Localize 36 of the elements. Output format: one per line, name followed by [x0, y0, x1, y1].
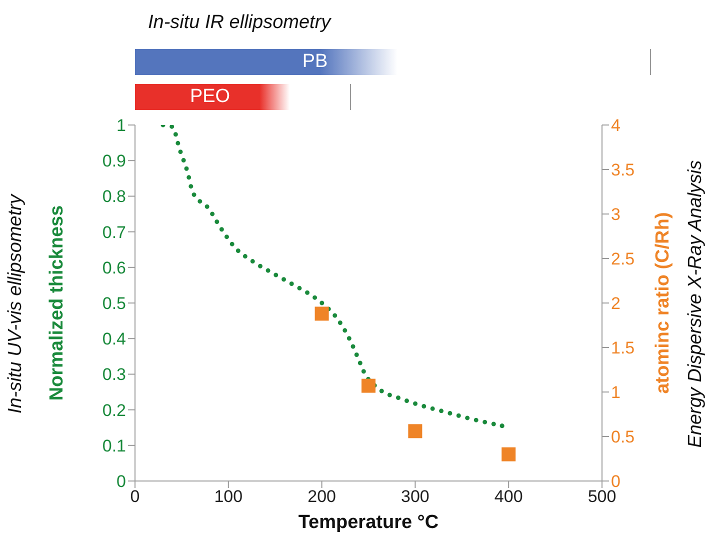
- y-tick-label: 0: [116, 472, 126, 492]
- point: [314, 306, 329, 321]
- y2-tick-label: 3.5: [611, 160, 635, 180]
- x-axis-title: Temperature °C: [298, 512, 439, 533]
- y2-tick-label: 2.5: [611, 250, 635, 269]
- y-tick-label: 0.2: [102, 400, 126, 420]
- text: Energy Dispersive X-Ray Analysis: [685, 160, 707, 448]
- x-tick-label: 100: [214, 487, 243, 506]
- y-axis-title: Normalized thickness: [46, 205, 68, 401]
- x-tick-label: 200: [308, 487, 336, 506]
- point: [502, 447, 516, 462]
- y-tick-label: 0.3: [102, 365, 126, 384]
- y-tick-label: 0.1: [102, 436, 126, 456]
- point: [362, 378, 376, 393]
- text: In-situ IR ellipsometry: [148, 12, 331, 34]
- x-tick-label: 0: [130, 487, 140, 506]
- y-tick-label: 0.7: [102, 222, 126, 242]
- text: PB: [301, 50, 329, 74]
- y2-tick-label: 0.5: [611, 428, 635, 447]
- y-tick-label: 0.4: [102, 330, 126, 349]
- y2-tick-label: 3: [611, 205, 620, 224]
- y-tick-label: 1: [116, 116, 126, 136]
- x-tick-label: 300: [401, 487, 430, 506]
- y-tick-label: 0.6: [102, 258, 126, 278]
- text: In-situ UV-vis ellipsometry: [5, 194, 27, 414]
- x-tick-label: 400: [494, 487, 523, 506]
- y2-tick-label: 1.5: [611, 338, 635, 358]
- text: PEO: [188, 85, 232, 109]
- y2-tick-label: 2: [611, 294, 620, 314]
- y-tick-label: 0.5: [102, 294, 126, 314]
- y2-axis-title: atominc ratio (C/Rh): [652, 212, 674, 394]
- y-tick-label: 0.8: [102, 187, 126, 206]
- y2-tick-label: 1: [611, 383, 620, 402]
- y-tick-label: 0.9: [102, 152, 126, 171]
- y2-tick-label: 4: [611, 116, 620, 136]
- point: [408, 424, 422, 438]
